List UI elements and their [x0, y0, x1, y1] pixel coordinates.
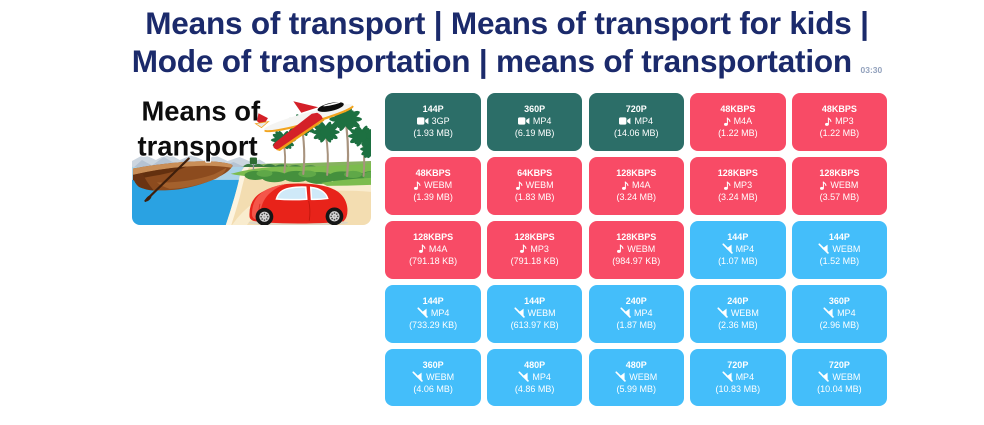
- svg-text:transport: transport: [137, 130, 257, 161]
- svg-text:Means of: Means of: [141, 95, 261, 126]
